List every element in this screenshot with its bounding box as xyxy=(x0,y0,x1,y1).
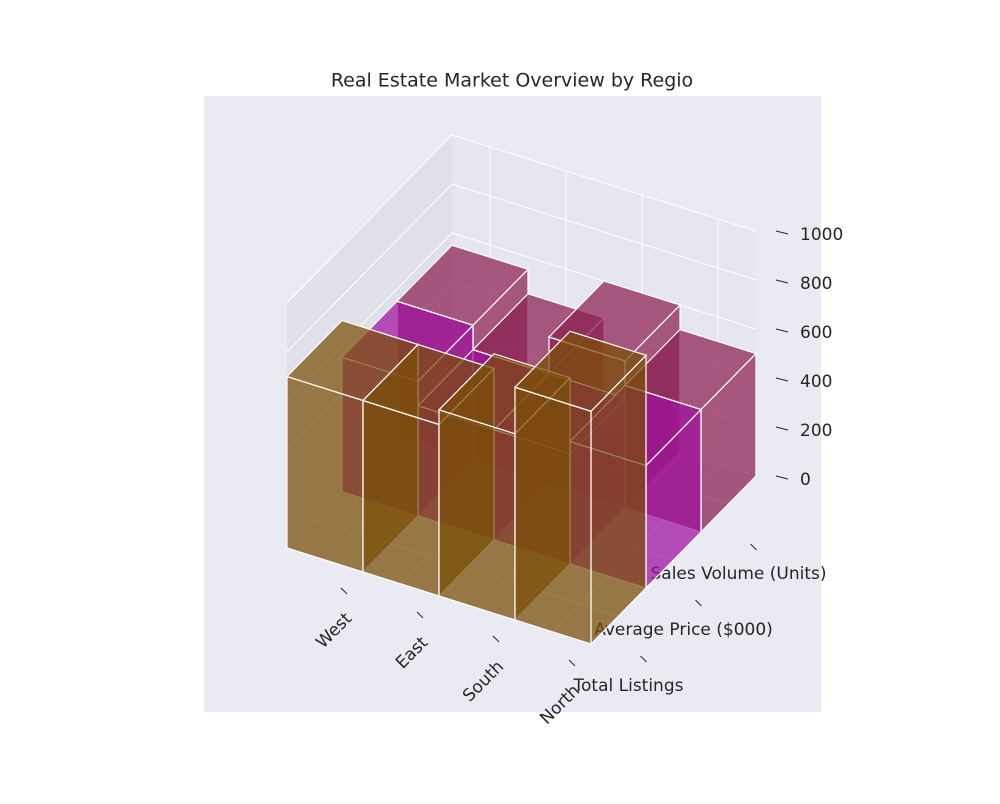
z-tick-label: 200 xyxy=(800,421,832,441)
bar-front xyxy=(362,399,440,597)
grid-line xyxy=(286,134,757,304)
y-tick xyxy=(750,543,757,551)
y-tick xyxy=(695,599,702,607)
z-tick-label: 1000 xyxy=(800,225,843,245)
z-tick xyxy=(775,426,789,431)
z-tick xyxy=(775,230,789,235)
y-tick-label: Sales Volume (Units) xyxy=(650,564,826,584)
bar-front xyxy=(514,386,592,645)
z-tick xyxy=(775,328,789,333)
y-tick-label: Average Price ($000) xyxy=(594,620,773,640)
z-tick-label: 600 xyxy=(800,323,832,343)
z-tick-label: 800 xyxy=(800,274,832,294)
y-tick xyxy=(640,655,647,663)
x-tick xyxy=(492,635,500,643)
z-tick xyxy=(775,377,789,382)
x-tick xyxy=(340,587,348,595)
chart-title: Real Estate Market Overview by Regio xyxy=(331,70,693,92)
z-tick-label: 400 xyxy=(800,372,832,392)
z-tick xyxy=(775,279,789,284)
x-tick xyxy=(568,659,576,667)
bar-front xyxy=(438,408,516,621)
z-tick-label: 0 xyxy=(800,470,811,490)
bar-top xyxy=(513,330,648,412)
z-tick xyxy=(775,475,789,480)
y-tick-label: Total Listings xyxy=(573,676,684,696)
x-tick xyxy=(416,611,424,619)
bar-front xyxy=(286,375,364,573)
grid-line xyxy=(286,183,757,353)
